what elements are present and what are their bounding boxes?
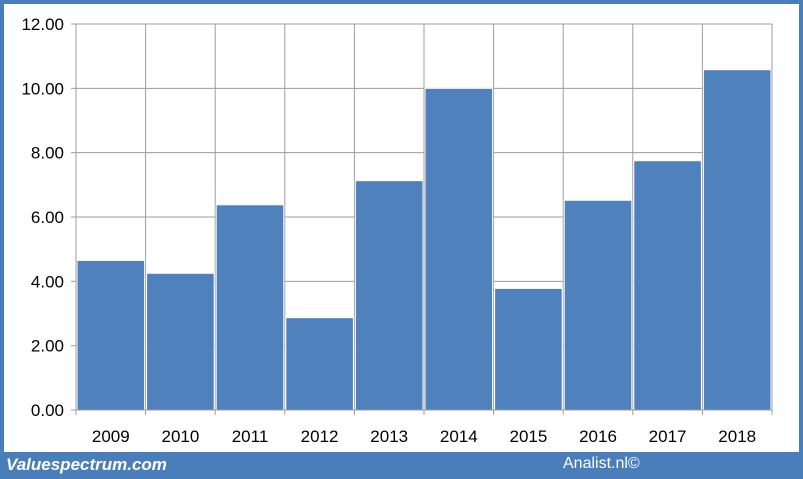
bar-2009: [76, 259, 146, 411]
bar-2011: [215, 204, 285, 411]
bar-2017: [633, 160, 702, 411]
bar-2018: [702, 69, 772, 411]
bar-2010: [146, 272, 215, 411]
axis-layer: [71, 23, 772, 411]
bar-2014: [424, 87, 494, 411]
x-tick-label: 2015: [509, 427, 547, 446]
y-tick-label: 8.00: [31, 144, 64, 163]
x-tick-label: 2016: [579, 427, 617, 446]
bar-chart: 0.00 2.00 4.00 6.00 8.00 10.00 12.00 2009 2010 20…: [21, 15, 773, 446]
x-tick-label: 2017: [649, 427, 687, 446]
y-tick-label: 2.00: [31, 337, 64, 356]
bar-2015: [494, 287, 563, 411]
x-tick-label: 2012: [301, 427, 339, 446]
y-tick-label: 4.00: [31, 272, 64, 291]
y-tick-label: 10.00: [21, 79, 64, 98]
y-tick-label: 12.00: [21, 15, 64, 34]
y-tick-label: 6.00: [31, 208, 64, 227]
y-tick-label: 0.00: [31, 401, 64, 420]
x-tick-label: 2014: [440, 427, 478, 446]
bar-2016: [563, 199, 633, 411]
x-tick-label: 2009: [92, 427, 130, 446]
bar-layer: [76, 69, 772, 411]
source-right-label: Analist.nl©: [563, 455, 640, 472]
chart-panel: 0.00 2.00 4.00 6.00 8.00 10.00 12.00 2009 2010 20…: [4, 4, 799, 452]
source-left-label: Valuespectrum.com: [6, 455, 167, 474]
label-layer: 0.00 2.00 4.00 6.00 8.00 10.00 12.00 2009 2010 20…: [21, 15, 756, 446]
grid-layer: [75, 23, 773, 415]
bar-2013: [354, 180, 424, 411]
x-tick-label: 2018: [718, 427, 756, 446]
x-tick-label: 2011: [232, 427, 269, 446]
bar-2012: [285, 317, 354, 411]
x-tick-label: 2010: [161, 427, 199, 446]
x-tick-label: 2013: [370, 427, 408, 446]
